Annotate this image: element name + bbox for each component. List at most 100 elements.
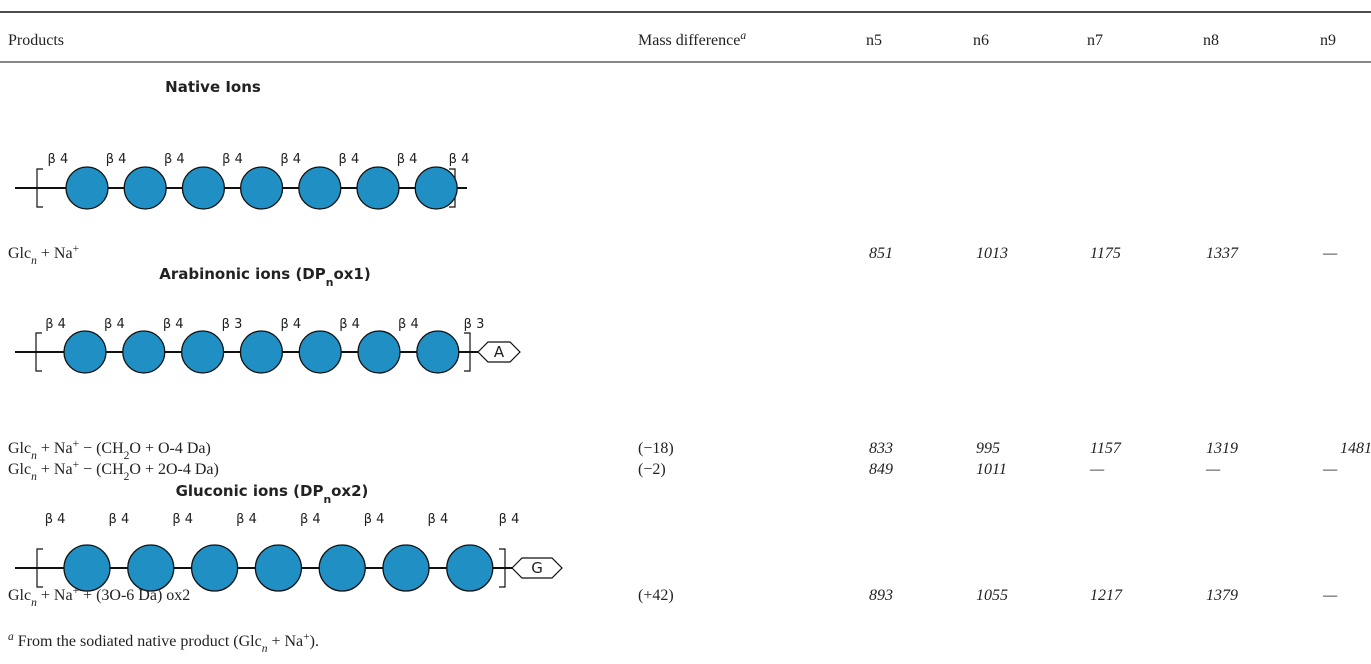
glucose-residue (239, 330, 284, 374)
glucose-residue (356, 166, 400, 210)
text-part: + (73, 585, 80, 597)
text-part: a (740, 30, 746, 42)
mz-value: 995 (976, 440, 1000, 457)
header-mass-difference: Mass differencea (638, 30, 746, 49)
end-tag-label: A (494, 343, 505, 361)
glucose-residue (416, 330, 460, 374)
mz-value: — (1089, 461, 1105, 478)
text-part: Mass difference (638, 32, 740, 49)
product-label: Glcn + Na+ − (CH2O + 2O-4 Da) (8, 459, 219, 483)
mz-value: 1319 (1206, 440, 1238, 457)
linkage-label: β 4 (48, 152, 69, 167)
linkage-label: β 4 (364, 512, 385, 527)
linkage-label: β 4 (280, 152, 301, 167)
text-part: n (31, 450, 37, 462)
text-part: Glc (8, 461, 31, 478)
mz-value: 1337 (1206, 245, 1239, 262)
header-n: n8 (1203, 32, 1219, 49)
linkage-label: β 4 (106, 152, 127, 167)
glucose-residue (254, 544, 303, 592)
mz-value: 1157 (1090, 440, 1122, 457)
mz-value: 833 (869, 440, 893, 457)
footnote: a From the sodiated native product (Glcn… (8, 631, 319, 655)
header-n: n9 (1320, 32, 1336, 49)
glucose-residue (357, 330, 401, 374)
mz-value: — (1322, 245, 1338, 262)
linkage-label: β 4 (398, 317, 419, 332)
mz-value: — (1322, 461, 1338, 478)
linkage-label: β 4 (339, 317, 360, 332)
text-part: n (31, 597, 37, 609)
text-part: Glc (8, 245, 31, 262)
text-part: n (31, 255, 37, 267)
text-part: n (326, 276, 334, 289)
bracket (499, 548, 506, 588)
linkage-label: β 3 (464, 317, 485, 332)
mz-value: 1055 (976, 587, 1008, 604)
linkage-label: β 4 (449, 152, 470, 167)
text-part: + Na (267, 633, 303, 650)
glucose-residue (63, 330, 107, 374)
linkage-label: β 4 (222, 152, 243, 167)
text-part: a (8, 631, 14, 643)
glucose-residue (181, 166, 226, 210)
glucose-residue (318, 544, 366, 592)
end-tag (477, 341, 521, 363)
mz-value: 893 (869, 587, 893, 604)
glucose-residue (65, 166, 109, 210)
glucose-residue (446, 544, 494, 592)
glucose-residue (414, 166, 458, 210)
linkage-label: β 4 (45, 512, 66, 527)
text-part: ). (310, 633, 319, 650)
text-part: − (CH (79, 440, 124, 457)
linkage-label: β 3 (222, 317, 243, 332)
linkage-label: β 4 (300, 512, 321, 527)
glucose-residue (127, 544, 175, 592)
section-title: Native Ions (165, 78, 261, 96)
glucose-residue (190, 544, 239, 592)
section-title: Arabinonic ions (DPnox1) (159, 265, 370, 289)
text-part: 2 (124, 471, 130, 483)
text-part: + Na (37, 587, 73, 604)
end-tag-label: G (531, 559, 543, 577)
text-part: Gluconic ions (DP (176, 482, 324, 500)
header-n: n5 (866, 32, 882, 49)
text-part: Arabinonic ions (DP (159, 265, 326, 283)
mass-difference: (+42) (638, 587, 674, 604)
linkage-label: β 4 (164, 152, 185, 167)
glucose-residue (239, 166, 284, 210)
text-part: + Na (37, 440, 73, 457)
mz-value: 849 (869, 461, 893, 478)
mz-value: 1481 (1340, 440, 1371, 457)
section-title: Gluconic ions (DPnox2) (176, 482, 369, 506)
text-part: + (73, 459, 80, 471)
text-part: n (31, 471, 37, 483)
bracket (35, 332, 42, 372)
glucose-residue (63, 544, 111, 592)
text-part: + (3O-6 Da) ox2 (79, 587, 190, 604)
text-part: O + O-4 Da) (129, 440, 210, 457)
linkage-label: β 4 (428, 512, 449, 527)
glucose-residue (122, 330, 166, 374)
linkage-label: β 4 (499, 512, 520, 527)
text-part: n (323, 493, 331, 506)
product-label: Glcn + Na+ − (CH2O + O-4 Da) (8, 438, 211, 462)
linkage-label: β 4 (280, 317, 301, 332)
glucose-residue (382, 544, 430, 592)
linkage-label: β 4 (397, 152, 418, 167)
text-part: n (262, 643, 268, 655)
linkage-label: β 4 (172, 512, 193, 527)
text-part: Glc (8, 587, 31, 604)
mz-value: — (1322, 587, 1338, 604)
product-label: Glcn + Na+ + (3O-6 Da) ox2 (8, 585, 190, 609)
text-part: ox2) (331, 482, 368, 500)
bracket (464, 332, 471, 372)
glucose-residue (298, 166, 342, 210)
text-part: + (73, 438, 80, 450)
glucose-residue (298, 330, 342, 374)
product-label: Glcn + Na+ (8, 243, 79, 267)
text-part: + (73, 243, 80, 255)
linkage-label: β 4 (104, 317, 125, 332)
linkage-label: β 4 (236, 512, 257, 527)
bracket (36, 548, 43, 588)
